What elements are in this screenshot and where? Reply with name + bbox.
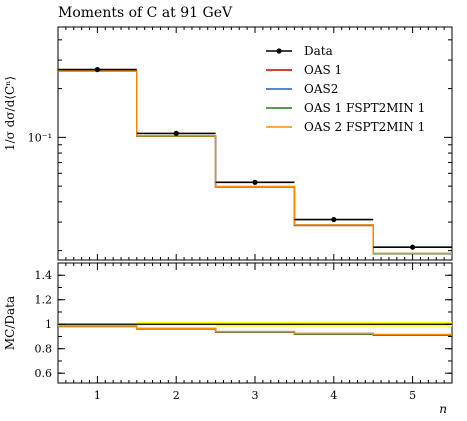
ratio-y-tick-label: 1.4 [35,269,53,282]
ratio-panel: 0.6 0.8 1 1.2 1.4 1 2 3 4 5 MC/Data [3,262,453,402]
series-line-2 [58,69,452,255]
legend-label: OAS2 [304,82,338,96]
legend-label: OAS 2 FSPT2MIN 1 [304,120,425,134]
series-line-1 [58,70,452,255]
y-axis-label: 1/σ dσ/d⟨Cⁿ⟩ [3,76,17,151]
main-frame [57,26,453,261]
ratio-series-line-2 [58,325,452,336]
data-point [173,130,179,136]
ratio-y-axis-label: MC/Data [3,296,17,350]
ratio-y-tick-label: 0.6 [35,367,53,380]
ratio-series-line-1 [58,325,452,336]
data-point [410,244,416,250]
ratio-y-tick-label: 0.8 [35,343,53,356]
data-point [252,179,258,185]
ratio-y-tick-label: 1 [45,318,52,331]
data-point [94,66,100,73]
ratio-series-line-3 [58,325,452,336]
chart-title: Moments of C at 91 GeV [58,5,233,21]
x-axis-label: n [439,402,447,416]
legend-marker-data [276,48,282,54]
ratio-y-tick-label: 1.2 [35,294,53,307]
x-tick-label: 5 [409,389,416,402]
x-tick-label: 4 [330,389,337,402]
main-panel: 10⁻¹ 1/σ dσ/d⟨Cⁿ⟩ [3,26,453,261]
legend-label: OAS 1 [304,63,342,77]
legend-label: Data [304,44,333,58]
data-point [331,216,337,223]
series-line-3 [58,70,452,255]
x-tick-label: 2 [173,389,180,402]
legend-label: OAS 1 FSPT2MIN 1 [304,101,425,115]
y-tick-label: 10⁻¹ [28,131,52,144]
legend: Data OAS 1 OAS2 OAS 1 FSPT2MIN 1 OAS 2 FSPT2… [266,44,425,134]
x-tick-label: 1 [94,389,101,402]
ratio-series-line-0 [58,325,452,336]
series-line-4 [58,69,452,255]
x-tick-label: 3 [252,389,259,402]
